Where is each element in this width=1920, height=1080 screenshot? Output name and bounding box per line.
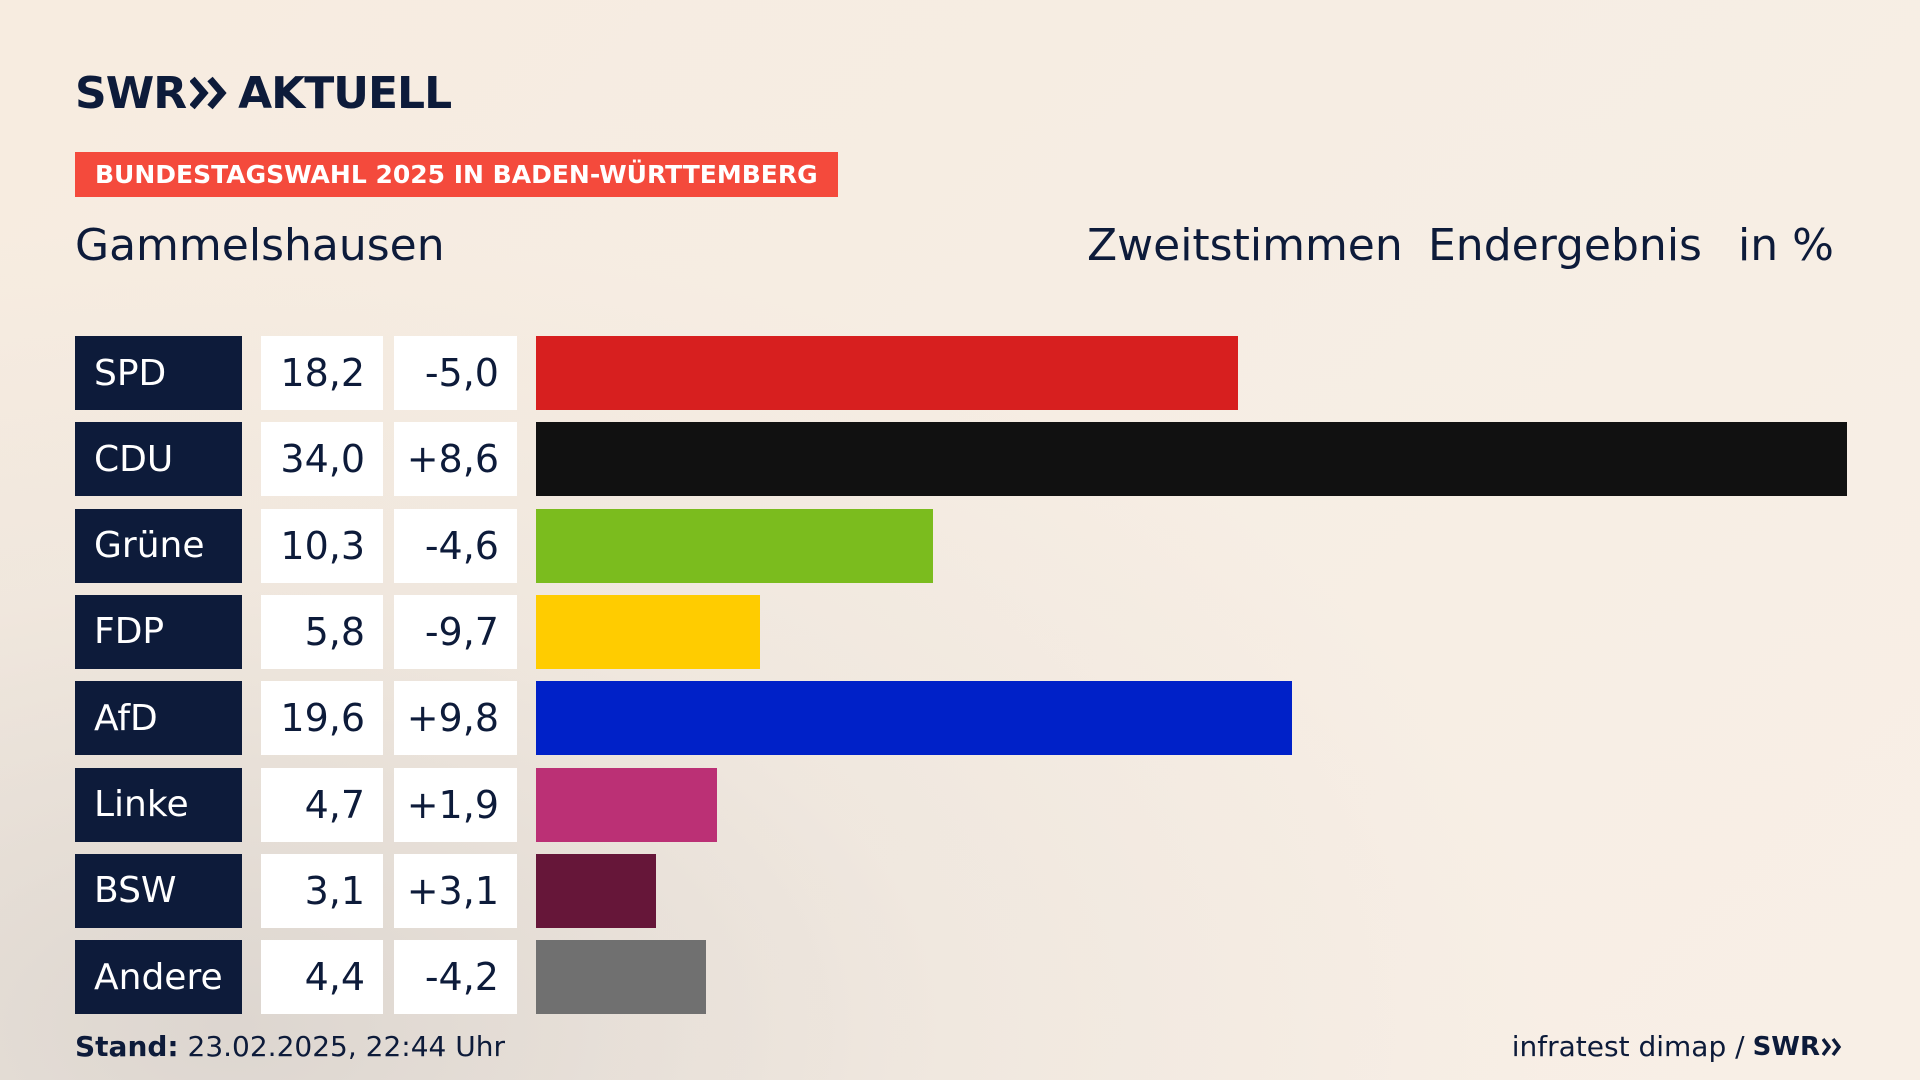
chart-row: SPD 18,2 -5,0 <box>75 336 1847 410</box>
party-label: Andere <box>75 940 242 1015</box>
diff-label: -5,0 <box>394 336 517 410</box>
footer-double-chevron-icon <box>1822 1037 1842 1056</box>
diff-label: +1,9 <box>394 767 517 842</box>
value-label: 3,1 <box>261 853 383 928</box>
logo-aktuell-text: AKTUELL <box>238 67 452 119</box>
result-bar <box>536 853 656 928</box>
subtitle-unit: in % <box>1738 220 1834 271</box>
chart-row: Andere 4,4 -4,2 <box>75 940 1847 1015</box>
election-banner: BUNDESTAGSWAHL 2025 IN BADEN-WÜRTTEMBERG <box>75 152 838 197</box>
diff-label: -9,7 <box>394 594 517 669</box>
value-label: 4,4 <box>261 940 383 1015</box>
party-label: CDU <box>75 422 242 497</box>
party-label: Grüne <box>75 508 242 583</box>
chart-row: Grüne 10,3 -4,6 <box>75 508 1847 583</box>
diff-label: -4,6 <box>394 508 517 583</box>
chart-row: BSW 3,1 +3,1 <box>75 853 1847 928</box>
diff-label: +8,6 <box>394 422 517 497</box>
result-bar <box>536 767 718 842</box>
chart-row: FDP 5,8 -9,7 <box>75 594 1847 669</box>
region-title: Gammelshausen <box>75 220 445 271</box>
value-label: 34,0 <box>261 422 383 497</box>
chart-row: CDU 34,0 +8,6 <box>75 422 1847 497</box>
result-bar <box>536 681 1292 756</box>
result-bar <box>536 336 1238 410</box>
footer-source: infratest dimap / SWR <box>1512 1030 1844 1063</box>
value-label: 4,7 <box>261 767 383 842</box>
party-label: BSW <box>75 853 242 928</box>
result-bar <box>536 594 760 669</box>
party-label: Linke <box>75 767 242 842</box>
party-label: AfD <box>75 681 242 756</box>
diff-label: -4,2 <box>394 940 517 1015</box>
diff-label: +9,8 <box>394 681 517 756</box>
value-label: 10,3 <box>261 508 383 583</box>
chart-row: AfD 19,6 +9,8 <box>75 681 1847 756</box>
diff-label: +3,1 <box>394 853 517 928</box>
result-bar <box>536 422 1847 497</box>
subtitle-endergebnis: Endergebnis <box>1428 220 1702 271</box>
subtitle-zweitstimmen: Zweitstimmen <box>1087 220 1403 271</box>
logo-swr-text: SWR <box>75 67 187 119</box>
value-label: 19,6 <box>261 681 383 756</box>
result-bar <box>536 508 934 583</box>
stand-label: Stand: <box>75 1030 179 1063</box>
footer-stand: Stand: 23.02.2025, 22:44 Uhr <box>75 1030 505 1063</box>
stand-value: 23.02.2025, 22:44 Uhr <box>178 1030 505 1063</box>
source-text: infratest dimap / <box>1511 1030 1745 1063</box>
party-label: SPD <box>75 336 242 410</box>
swr-aktuell-logo: SWR AKTUELL <box>75 66 452 120</box>
double-chevron-icon <box>190 76 227 110</box>
value-label: 18,2 <box>261 336 383 410</box>
footer-swr-logo: SWR <box>1752 1031 1820 1062</box>
chart-row: Linke 4,7 +1,9 <box>75 767 1847 842</box>
party-label: FDP <box>75 594 242 669</box>
value-label: 5,8 <box>261 594 383 669</box>
result-bar <box>536 940 706 1015</box>
